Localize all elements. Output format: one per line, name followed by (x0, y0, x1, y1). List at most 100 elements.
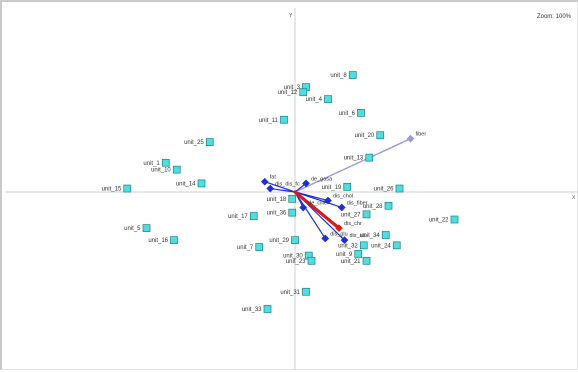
unit-marker-unit_27 (362, 210, 371, 219)
unit-label-unit_22: unit_22 (429, 218, 449, 224)
unit-label-unit_34: unit_34 (360, 233, 380, 239)
unit-marker-unit_33 (263, 305, 272, 313)
unit-label-unit_24: unit_24 (371, 243, 391, 249)
unit-label-unit_13: unit_13 (344, 156, 364, 162)
unit-label-unit_33: unit_33 (242, 307, 262, 313)
unit-label-unit_7: unit_7 (237, 245, 254, 251)
unit-label-unit_29: unit_29 (269, 238, 289, 244)
unit-marker-unit_13 (365, 153, 374, 162)
unit-marker-unit_17 (249, 212, 258, 220)
variable-label-dis_chol: dis_chol (333, 194, 353, 200)
unit-label-unit_19: unit_19 (322, 185, 342, 191)
unit-label-unit_1: unit_1 (143, 161, 160, 167)
unit-label-unit_23: unit_23 (286, 259, 306, 265)
unit-label-unit_20: unit_20 (355, 133, 375, 139)
unit-marker-unit_25 (205, 138, 214, 146)
unit-marker-unit_23 (307, 256, 316, 265)
arrow-dis_fiber (294, 191, 343, 209)
unit-label-unit_3: unit_3 (284, 85, 301, 91)
x-axis-label: X (572, 195, 576, 201)
unit-marker-unit_18 (288, 195, 297, 203)
variable-point-dis_dis_fc (266, 184, 275, 193)
unit-label-unit_28: unit_28 (363, 204, 383, 210)
variable-label-fat: fat (270, 175, 277, 181)
unit-marker-unit_14 (197, 179, 206, 188)
arrow-dis_glu (294, 191, 326, 240)
zoom-indicator: Zoom: 100% (536, 14, 571, 20)
unit-label-unit_26: unit_26 (374, 187, 394, 193)
variable-label-dis_glu: dis_glu (330, 231, 347, 237)
variable-label-fiber: fiber (416, 132, 427, 138)
arrow-fat (264, 181, 296, 193)
arrow-dis_chr (293, 190, 341, 230)
unit-marker-unit_34 (381, 231, 390, 239)
arrow-dis_dis_fc (269, 187, 296, 193)
unit-label-unit_4: unit_4 (306, 97, 323, 103)
unit-label-unit_18: unit_18 (267, 197, 287, 203)
unit-label-unit_14: unit_14 (176, 181, 196, 187)
variable-point-de_cille (299, 203, 308, 212)
unit-label-unit_9: unit_9 (336, 252, 353, 258)
unit-marker-unit_36 (288, 208, 297, 217)
variable-label-dis_fiber: dis_fiber (347, 200, 368, 206)
variable-point-dis_chr (335, 224, 343, 233)
unit-label-unit_5: unit_5 (124, 226, 141, 232)
unit-label-unit_30: unit_30 (283, 254, 303, 260)
unit-marker-unit_12 (299, 88, 308, 97)
variable-point-fat (260, 177, 269, 186)
unit-label-unit_25: unit_25 (184, 140, 204, 146)
unit-label-unit_21: unit_21 (341, 259, 361, 265)
unit-marker-unit_26 (395, 184, 404, 193)
unit-label-unit_11: unit_11 (259, 118, 279, 124)
unit-marker-unit_24 (392, 241, 401, 250)
unit-marker-unit_9 (354, 250, 363, 258)
variable-label-dis_chr: dis_chr (344, 221, 362, 227)
variable-point-dis_glu (321, 234, 330, 243)
unit-label-unit_36: unit_36 (267, 211, 287, 217)
variable-point-dis_fiber (337, 203, 346, 212)
variable-label-dis_dis_fc: dis_dis_fc (275, 182, 300, 188)
unit-marker-unit_15 (123, 184, 132, 193)
unit-marker-unit_6 (357, 109, 365, 117)
unit-label-unit_16: unit_16 (148, 238, 168, 244)
unit-marker-unit_28 (384, 201, 393, 210)
unit-label-unit_31: unit_31 (280, 290, 300, 296)
unit-label-unit_8: unit_8 (330, 73, 347, 79)
unit-marker-unit_32 (359, 241, 368, 250)
unit-marker-unit_4 (324, 95, 332, 103)
unit-label-unit_6: unit_6 (339, 111, 356, 117)
unit-marker-unit_31 (302, 287, 310, 296)
loading-arrows (264, 137, 412, 241)
variable-label-de_cille: de_cille (308, 200, 327, 206)
variable-point-dis_chol (324, 196, 332, 205)
variable-label-de_gasa: de_gasa (311, 176, 333, 182)
unit-label-unit_10: unit_10 (151, 168, 171, 174)
unit-marker-unit_1 (161, 158, 170, 167)
unit-marker-unit_22 (450, 215, 459, 224)
unit-label-unit_15: unit_15 (102, 187, 122, 193)
unit-label-unit_12: unit_12 (278, 90, 298, 96)
variable-label-dis_stu: dis_stu (350, 233, 367, 239)
unit-marker-unit_5 (142, 224, 151, 232)
unit-marker-unit_20 (376, 131, 385, 140)
unit-marker-unit_7 (255, 243, 264, 251)
y-axis-label: Y (289, 13, 293, 19)
variable-point-fiber (406, 134, 415, 143)
unit-label-unit_32: unit_32 (338, 243, 358, 249)
unit-marker-unit_16 (170, 236, 178, 245)
unit-marker-unit_29 (291, 236, 299, 245)
unit-label-unit_27: unit_27 (341, 212, 361, 218)
variable-point-dis_stu (340, 236, 349, 245)
unit-marker-unit_19 (343, 182, 352, 191)
unit-marker-unit_8 (348, 71, 357, 79)
variable-point-de_gasa (302, 179, 310, 188)
arrow-fiber (294, 137, 412, 193)
unit-marker-unit_11 (280, 115, 288, 124)
unit-label-unit_17: unit_17 (228, 214, 248, 220)
unit-marker-unit_21 (362, 256, 371, 265)
unit-marker-unit_10 (172, 165, 181, 174)
